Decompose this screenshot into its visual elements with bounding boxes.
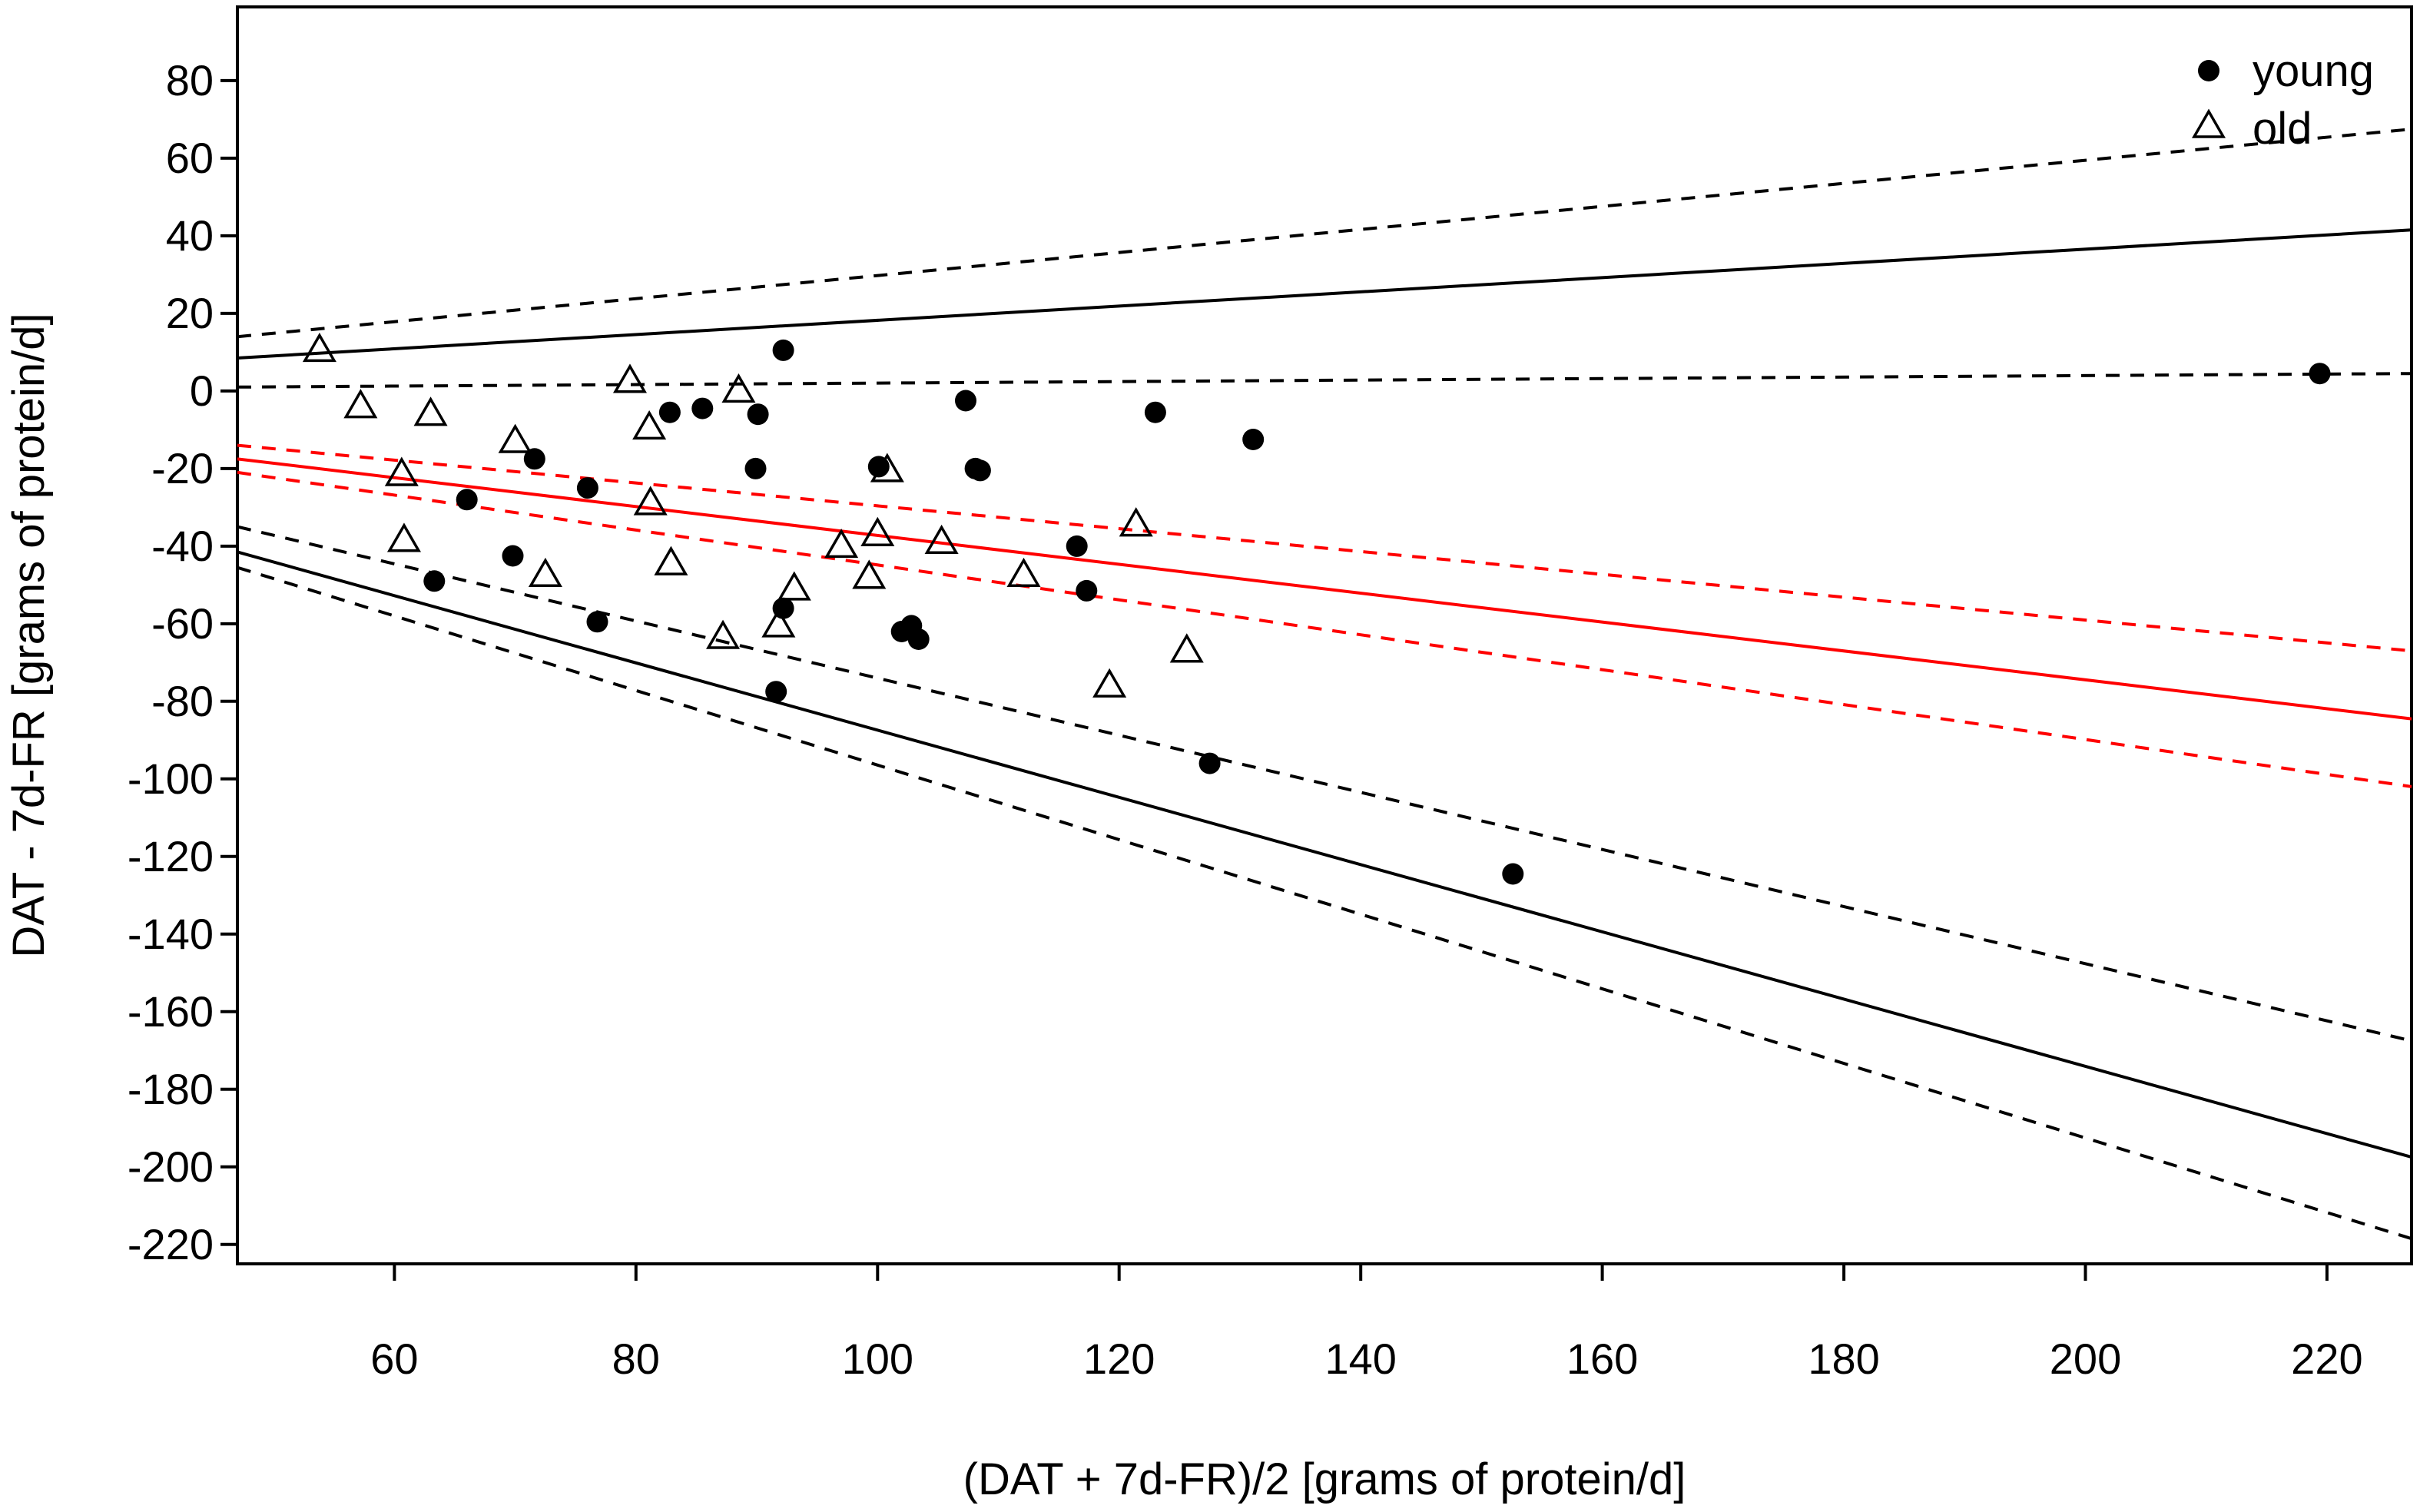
- mean-bias-ci-lower-line: [237, 470, 2412, 788]
- y-tick-label: -220: [128, 1220, 214, 1268]
- x-tick-label: 100: [842, 1335, 913, 1383]
- mean-bias-ci-upper-line: [237, 443, 2412, 653]
- old-point: [632, 410, 667, 440]
- y-tick-label: -40: [151, 522, 214, 570]
- series-young: [423, 339, 2331, 885]
- x-tick-label: 160: [1566, 1335, 1638, 1383]
- old-point: [343, 389, 378, 419]
- young-point: [772, 339, 794, 361]
- x-tick-label: 180: [1808, 1335, 1879, 1383]
- x-tick-label: 200: [2050, 1335, 2121, 1383]
- y-tick-label: 40: [166, 211, 214, 260]
- young-point: [456, 489, 478, 511]
- old-point: [413, 396, 448, 426]
- y-tick-label: -140: [128, 910, 214, 958]
- old-point: [1119, 507, 1153, 537]
- old-point: [852, 559, 887, 589]
- y-tick-label: 80: [166, 56, 214, 104]
- legend-label-young: young: [2253, 46, 2374, 96]
- x-tick-label: 60: [370, 1335, 418, 1383]
- young-point: [1066, 535, 1088, 557]
- lower-limit-ci-upper-line: [237, 525, 2412, 1043]
- x-axis-title: (DAT + 7d-FR)/2 [grams of protein/d]: [963, 1454, 1686, 1504]
- y-tick-label: -20: [151, 444, 214, 492]
- young-point: [691, 397, 714, 419]
- x-axis: 60 80 100 120 140 160 180 200 220: [370, 1264, 2363, 1383]
- old-point: [721, 373, 756, 403]
- young-point: [658, 401, 681, 423]
- legend-marker-old: [2191, 108, 2226, 138]
- young-point: [1502, 863, 1524, 885]
- upper-limit-ci-upper-line: [237, 128, 2412, 339]
- y-axis: 80 60 40 20 0 -20 -40 -60 -80 -100 -120 -140 -160 -18…: [128, 56, 237, 1268]
- old-point: [924, 524, 959, 555]
- lower-limit-ci-lower-line: [237, 565, 2412, 1241]
- y-tick-label: -60: [151, 599, 214, 648]
- old-point: [870, 453, 904, 482]
- y-tick-label: 60: [166, 134, 214, 182]
- x-tick-label: 80: [612, 1335, 660, 1383]
- old-point: [633, 486, 668, 516]
- upper-limit-of-agreement-line: [237, 228, 2412, 360]
- old-point: [1169, 633, 1204, 663]
- young-point: [423, 570, 446, 592]
- old-point: [384, 456, 419, 486]
- old-point: [706, 619, 741, 649]
- old-point: [386, 522, 421, 552]
- reference-lines: [237, 128, 2412, 1241]
- young-point: [1144, 401, 1166, 423]
- old-point: [1006, 557, 1041, 587]
- old-point: [824, 528, 859, 559]
- series-old: [302, 332, 1204, 698]
- y-tick-label: -180: [128, 1065, 214, 1113]
- young-point: [744, 457, 767, 479]
- young-point: [1242, 429, 1265, 450]
- legend: young old: [2191, 46, 2374, 154]
- young-point: [907, 628, 930, 650]
- x-tick-label: 140: [1324, 1335, 1396, 1383]
- y-tick-label: 0: [190, 366, 214, 415]
- lower-limit-of-agreement-line: [237, 550, 2412, 1159]
- data-points: [302, 332, 2331, 885]
- young-point: [586, 611, 608, 633]
- old-point: [777, 571, 811, 601]
- young-point: [576, 477, 598, 499]
- y-tick-label: 20: [166, 289, 214, 337]
- old-point: [612, 363, 648, 393]
- upper-limit-ci-lower-line: [237, 372, 2412, 389]
- young-point: [765, 681, 787, 703]
- young-point: [502, 545, 524, 567]
- young-point: [969, 459, 991, 482]
- legend-marker-young: [2198, 60, 2219, 81]
- mean-bias-line: [237, 457, 2412, 721]
- y-tick-label: -80: [151, 677, 214, 725]
- old-point: [528, 557, 562, 587]
- young-point: [2309, 363, 2331, 385]
- old-point: [761, 608, 796, 638]
- y-tick-label: -120: [128, 832, 214, 880]
- legend-entry-old: old: [2191, 104, 2312, 154]
- y-tick-label: -100: [128, 754, 214, 803]
- x-tick-label: 120: [1083, 1335, 1155, 1383]
- x-tick-label: 220: [2291, 1335, 2362, 1383]
- plot-frame: [236, 5, 2413, 1265]
- young-point: [1198, 752, 1221, 774]
- old-point: [654, 545, 688, 575]
- old-point: [860, 516, 895, 546]
- y-tick-label: -200: [128, 1142, 214, 1191]
- legend-entry-young: young: [2198, 46, 2374, 96]
- legend-label-old: old: [2253, 104, 2312, 154]
- y-tick-label: -160: [128, 987, 214, 1036]
- young-point: [1076, 579, 1098, 602]
- young-point: [955, 390, 976, 412]
- old-point: [1092, 668, 1127, 698]
- young-point: [747, 403, 769, 426]
- young-point: [523, 448, 545, 470]
- old-point: [302, 332, 336, 363]
- y-axis-title: DAT - 7d-FR [grams of protein/d]: [4, 313, 54, 957]
- old-point: [498, 423, 532, 453]
